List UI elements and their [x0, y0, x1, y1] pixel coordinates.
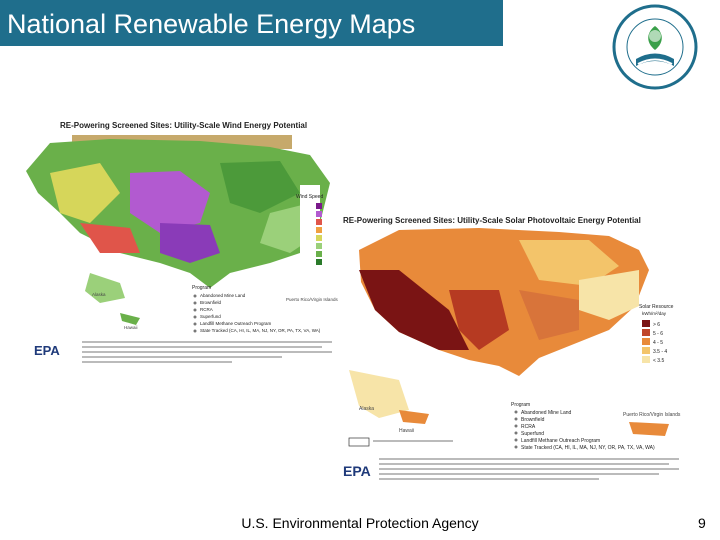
- solar-legend-units: kWh/m²/day: [642, 311, 667, 316]
- solar-legend-label: < 3.5: [653, 358, 664, 364]
- solar-program-item: Superfund: [521, 431, 544, 437]
- solar-program-item: Landfill Methane Outreach Program: [521, 438, 600, 444]
- wind-legend-swatch: [316, 227, 322, 233]
- wind-program-item: RCRA: [200, 307, 213, 312]
- solar-legend-label: 3.5 - 4: [653, 349, 667, 355]
- wind-program-item: Landfill Methane Outreach Program: [200, 321, 272, 326]
- solar-legend-label: 5 - 6: [653, 331, 663, 337]
- solar-program-item: Abandoned Mine Land: [521, 410, 572, 416]
- solar-inset-alaska: Alaska: [359, 406, 374, 412]
- solar-program-item: Brownfield: [521, 417, 545, 423]
- solar-legend-swatch-lt3-5: [642, 356, 650, 363]
- wind-energy-map: RE-Powering Screened Sites: Utility-Scal…: [20, 113, 351, 367]
- solar-legend-swatch-3-5to4: [642, 347, 650, 354]
- solar-legend-swatch-gt6: [642, 320, 650, 327]
- wind-program-item: Brownfield: [200, 300, 222, 305]
- wind-program-item: Superfund: [200, 314, 221, 319]
- wind-program-label: Program: [192, 285, 211, 291]
- solar-inset-puerto-rico: Puerto Rico/Virgin Islands: [623, 412, 681, 418]
- wind-inset-hawaii: Hawaii: [124, 325, 138, 330]
- wind-legend-swatch: [316, 259, 322, 265]
- solar-legend-swatch-5to6: [642, 329, 650, 336]
- wind-legend-swatch: [316, 235, 322, 241]
- wind-legend-swatch: [316, 203, 322, 209]
- wind-inset-puerto-rico: Puerto Rico/Virgin Islands: [286, 297, 338, 302]
- solar-map-title: RE-Powering Screened Sites: Utility-Scal…: [343, 216, 641, 225]
- wind-legend-swatch: [316, 243, 322, 249]
- solar-energy-map: RE-Powering Screened Sites: Utility-Scal…: [339, 210, 688, 484]
- wind-legend-swatch: [316, 251, 322, 257]
- footer-agency-name: U.S. Environmental Protection Agency: [241, 515, 479, 531]
- page-number: 9: [698, 515, 706, 531]
- wind-program-item: State Tracked (CA, HI, IL, MA, NJ, NY, O…: [200, 328, 321, 333]
- wind-legend-title: Wind Speed: [296, 194, 323, 200]
- wind-inset-alaska: Alaska: [92, 292, 106, 297]
- wind-program-item: Abandoned Mine Land: [200, 293, 246, 298]
- solar-epa-mark: EPA: [343, 463, 371, 479]
- slide-title: National Renewable Energy Maps: [7, 9, 416, 39]
- solar-legend-label: 4 - 5: [653, 340, 663, 346]
- epa-seal-logo: [612, 4, 698, 90]
- solar-legend-label: > 6: [653, 322, 660, 328]
- title-bar: [0, 0, 503, 46]
- solar-legend-swatch-4to5: [642, 338, 650, 345]
- solar-legend-title: Solar Resource: [639, 304, 674, 310]
- wind-legend-swatch: [316, 211, 322, 217]
- solar-program-item: State Tracked (CA, HI, IL, MA, NJ, NY, O…: [521, 445, 655, 451]
- solar-program-item: RCRA: [521, 424, 536, 430]
- solar-program-label: Program: [511, 402, 530, 408]
- solar-inset-hawaii: Hawaii: [399, 428, 414, 434]
- wind-epa-mark: EPA: [34, 343, 60, 358]
- wind-map-title: RE-Powering Screened Sites: Utility-Scal…: [60, 121, 307, 130]
- wind-legend-swatch: [316, 219, 322, 225]
